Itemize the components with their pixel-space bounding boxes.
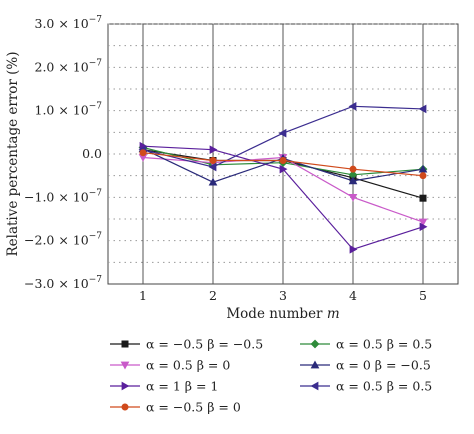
y-axis-title: Relative percentage error (%)	[5, 51, 21, 256]
legend-label: α = 0 β = −0.5	[336, 358, 431, 373]
legend-label: α = −0.5 β = 0	[146, 400, 241, 415]
y-tick-labels: 3.0 × 10−7 2.0 × 10−7 1.0 × 10−7 0.0 −1.0 × …	[24, 15, 102, 291]
x-tick-label: 5	[419, 288, 427, 303]
legend-marker	[311, 340, 319, 348]
x-tick-label: 2	[209, 288, 217, 303]
x-tick-label: 3	[279, 288, 287, 303]
legend-label: α = −0.5 β = −0.5	[146, 337, 263, 352]
data-point	[350, 166, 356, 172]
y-tick-label: 1.0 × 10−7	[35, 102, 103, 118]
legend-marker	[122, 404, 128, 410]
data-point	[420, 195, 426, 201]
legend-marker	[122, 382, 129, 390]
data-point	[140, 150, 146, 156]
legend-item: α = −0.5 β = 0	[110, 400, 241, 415]
legend: α = −0.5 β = −0.5 α = 0.5 β = 0.5 α = 0.5 …	[110, 337, 432, 415]
y-tick-label: 2.0 × 10−7	[35, 58, 103, 74]
legend-item: α = 0.5 β = 0	[110, 358, 230, 373]
y-tick-label: −3.0 × 10−7	[24, 275, 102, 291]
x-axis-label: Mode number	[226, 306, 323, 322]
x-axis-variable: m	[327, 306, 340, 322]
legend-label: α = 0.5 β = 0	[146, 358, 230, 373]
legend-item: α = 0.5 β = 0.5	[300, 379, 432, 394]
y-tick-label: −1.0 × 10−7	[24, 188, 102, 204]
legend-item: α = −0.5 β = −0.5	[110, 337, 263, 352]
data-point	[280, 157, 286, 163]
legend-label: α = 0.5 β = 0.5	[336, 379, 432, 394]
y-tick-label: 0.0	[82, 146, 102, 161]
legend-label: α = 0.5 β = 0.5	[336, 337, 432, 352]
data-point	[210, 157, 216, 163]
data-point	[420, 172, 426, 178]
plot-area	[108, 24, 458, 284]
legend-marker	[311, 382, 318, 390]
legend-item: α = 0 β = −0.5	[300, 358, 431, 373]
legend-item: α = 1 β = 1	[110, 379, 218, 394]
legend-label: α = 1 β = 1	[146, 379, 218, 394]
y-tick-label: 3.0 × 10−7	[35, 15, 103, 31]
y-tick-label: −2.0 × 10−7	[24, 232, 102, 248]
x-tick-labels: 1 2 3 4 5	[139, 288, 427, 303]
legend-marker	[122, 341, 128, 347]
x-tick-label: 4	[349, 288, 357, 303]
x-tick-label: 1	[139, 288, 147, 303]
x-axis-title: Mode number m	[226, 306, 339, 322]
legend-item: α = 0.5 β = 0.5	[300, 337, 432, 352]
